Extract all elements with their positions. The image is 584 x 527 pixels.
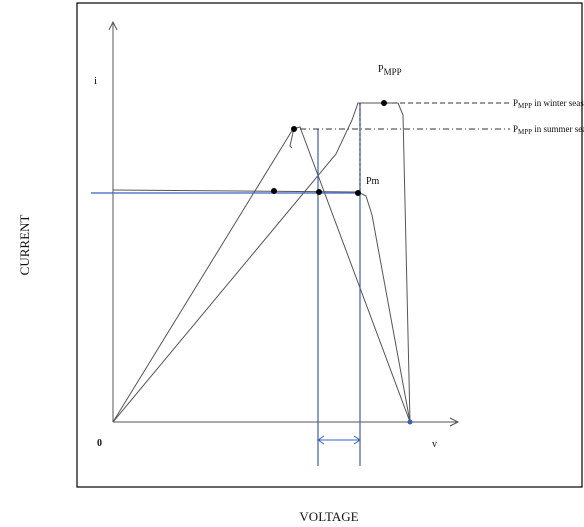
x-axis-arrow xyxy=(449,417,460,427)
y-symbol: i xyxy=(94,75,97,87)
pmpp-winter-label: PMPP in winter season xyxy=(513,98,584,110)
load-point-1 xyxy=(271,188,277,194)
voltage-axis-title: VOLTAGE xyxy=(299,509,358,524)
summer-iv-curve xyxy=(112,126,411,423)
voltage-shift-arrow-right xyxy=(353,435,361,445)
x-symbol: v xyxy=(432,439,437,450)
pm-label: Pm xyxy=(366,176,380,187)
current-axis-title: CURRENT xyxy=(17,215,32,276)
operating-curve xyxy=(112,189,411,423)
summer-mpp-point xyxy=(291,126,297,132)
diagram-frame xyxy=(76,2,583,488)
origin-label: 0 xyxy=(97,438,102,449)
load-point-2 xyxy=(316,189,322,195)
pm-point xyxy=(355,190,361,196)
winter-mpp-point xyxy=(381,100,387,106)
winter-iv-curve xyxy=(112,102,411,423)
pmpp-summer-label: PMPP in summer season xyxy=(513,124,584,136)
voc-point xyxy=(407,419,413,425)
summer-mpp-kink xyxy=(289,127,295,149)
y-axis-arrow xyxy=(108,20,118,31)
voltage-shift-arrow-left xyxy=(317,435,325,445)
pmpp-top-label: PMPP xyxy=(378,64,402,77)
